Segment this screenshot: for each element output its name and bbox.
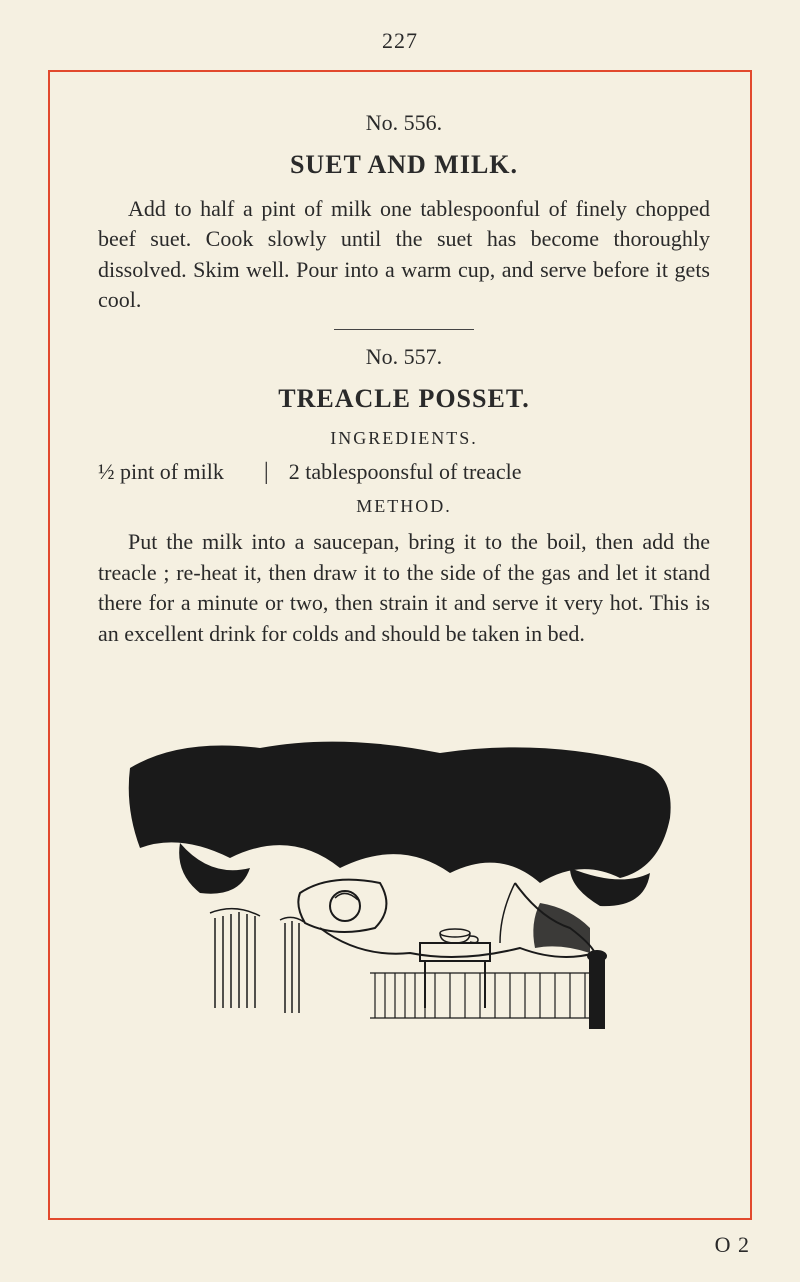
illustration-svg xyxy=(120,728,680,1068)
method-label: METHOD. xyxy=(98,496,710,517)
recipe-556-body: Add to half a pint of milk one tablespoo… xyxy=(98,194,710,315)
ingredient-right: 2 tablespoonsful of treacle xyxy=(289,459,710,485)
recipe-557-number: No. 557. xyxy=(98,344,710,370)
recipe-556-body-text: Add to half a pint of milk one tablespoo… xyxy=(98,196,710,312)
recipe-557-body-text: Put the milk into a saucepan, bring it t… xyxy=(98,529,710,645)
ingredient-left: ½ pint of milk xyxy=(98,459,244,485)
ingredients-row: ½ pint of milk | 2 tablespoonsful of tre… xyxy=(98,459,710,486)
bed-scene-illustration xyxy=(120,728,680,1068)
content-frame: No. 556. SUET AND MILK. Add to half a pi… xyxy=(48,70,752,1220)
recipe-557-title: TREACLE POSSET. xyxy=(98,384,710,414)
ingredient-separator: | xyxy=(244,459,289,486)
recipe-557-body: Put the milk into a saucepan, bring it t… xyxy=(98,527,710,648)
ingredients-label: INGREDIENTS. xyxy=(98,428,710,449)
recipe-556-title: SUET AND MILK. xyxy=(98,150,710,180)
page: 227 No. 556. SUET AND MILK. Add to half … xyxy=(0,0,800,1282)
divider-rule xyxy=(334,329,474,330)
page-number: 227 xyxy=(0,0,800,64)
signature-mark: O 2 xyxy=(715,1232,750,1258)
recipe-556-number: No. 556. xyxy=(98,110,710,136)
